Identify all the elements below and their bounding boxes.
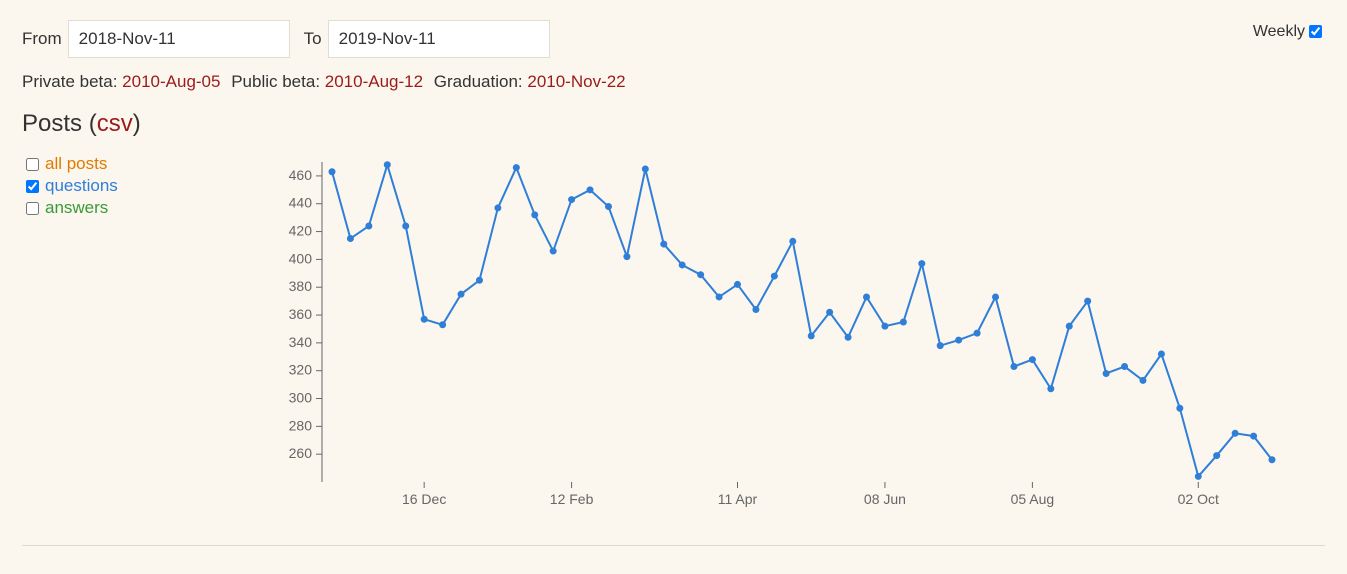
page-title: Posts (csv) (22, 110, 1325, 138)
graduation-label: Graduation: (429, 72, 527, 91)
svg-text:380: 380 (289, 278, 313, 294)
legend-questions-label[interactable]: questions (45, 176, 118, 196)
svg-text:11 Apr: 11 Apr (718, 491, 758, 507)
svg-text:320: 320 (289, 362, 313, 378)
svg-text:300: 300 (289, 390, 313, 406)
svg-text:460: 460 (289, 167, 313, 183)
svg-text:260: 260 (289, 445, 313, 461)
from-date-input[interactable] (68, 20, 290, 58)
to-label: To (304, 29, 322, 49)
svg-text:420: 420 (289, 223, 313, 239)
svg-text:16 Dec: 16 Dec (402, 491, 446, 507)
private-beta-date[interactable]: 2010-Aug-05 (122, 72, 220, 91)
to-date-input[interactable] (328, 20, 550, 58)
weekly-label: Weekly (1253, 23, 1305, 41)
private-beta-label: Private beta: (22, 72, 122, 91)
svg-text:340: 340 (289, 334, 313, 350)
svg-text:08 Jun: 08 Jun (864, 491, 906, 507)
svg-text:280: 280 (289, 417, 313, 433)
legend-answers-checkbox[interactable] (26, 202, 39, 215)
svg-text:440: 440 (289, 195, 313, 211)
posts-chart: 260 280 300 320 340 360 380 400 420 440 460 16 Dec 1… (262, 154, 1282, 519)
svg-text:360: 360 (289, 306, 313, 322)
csv-link[interactable]: csv (97, 110, 133, 137)
from-label: From (22, 29, 62, 49)
svg-text:02 Oct: 02 Oct (1178, 491, 1219, 507)
legend-all-posts-checkbox[interactable] (26, 158, 39, 171)
legend-questions-checkbox[interactable] (26, 180, 39, 193)
legend-all-posts-label[interactable]: all posts (45, 154, 107, 174)
svg-text:400: 400 (289, 250, 313, 266)
graduation-date[interactable]: 2010-Nov-22 (527, 72, 625, 91)
legend-answers-label[interactable]: answers (45, 198, 108, 218)
weekly-checkbox[interactable] (1309, 25, 1322, 38)
public-beta-date[interactable]: 2010-Aug-12 (325, 72, 423, 91)
svg-text:05 Aug: 05 Aug (1011, 491, 1055, 507)
svg-text:12 Feb: 12 Feb (550, 491, 594, 507)
posts-label: Posts (22, 110, 89, 137)
public-beta-label: Public beta: (226, 72, 324, 91)
